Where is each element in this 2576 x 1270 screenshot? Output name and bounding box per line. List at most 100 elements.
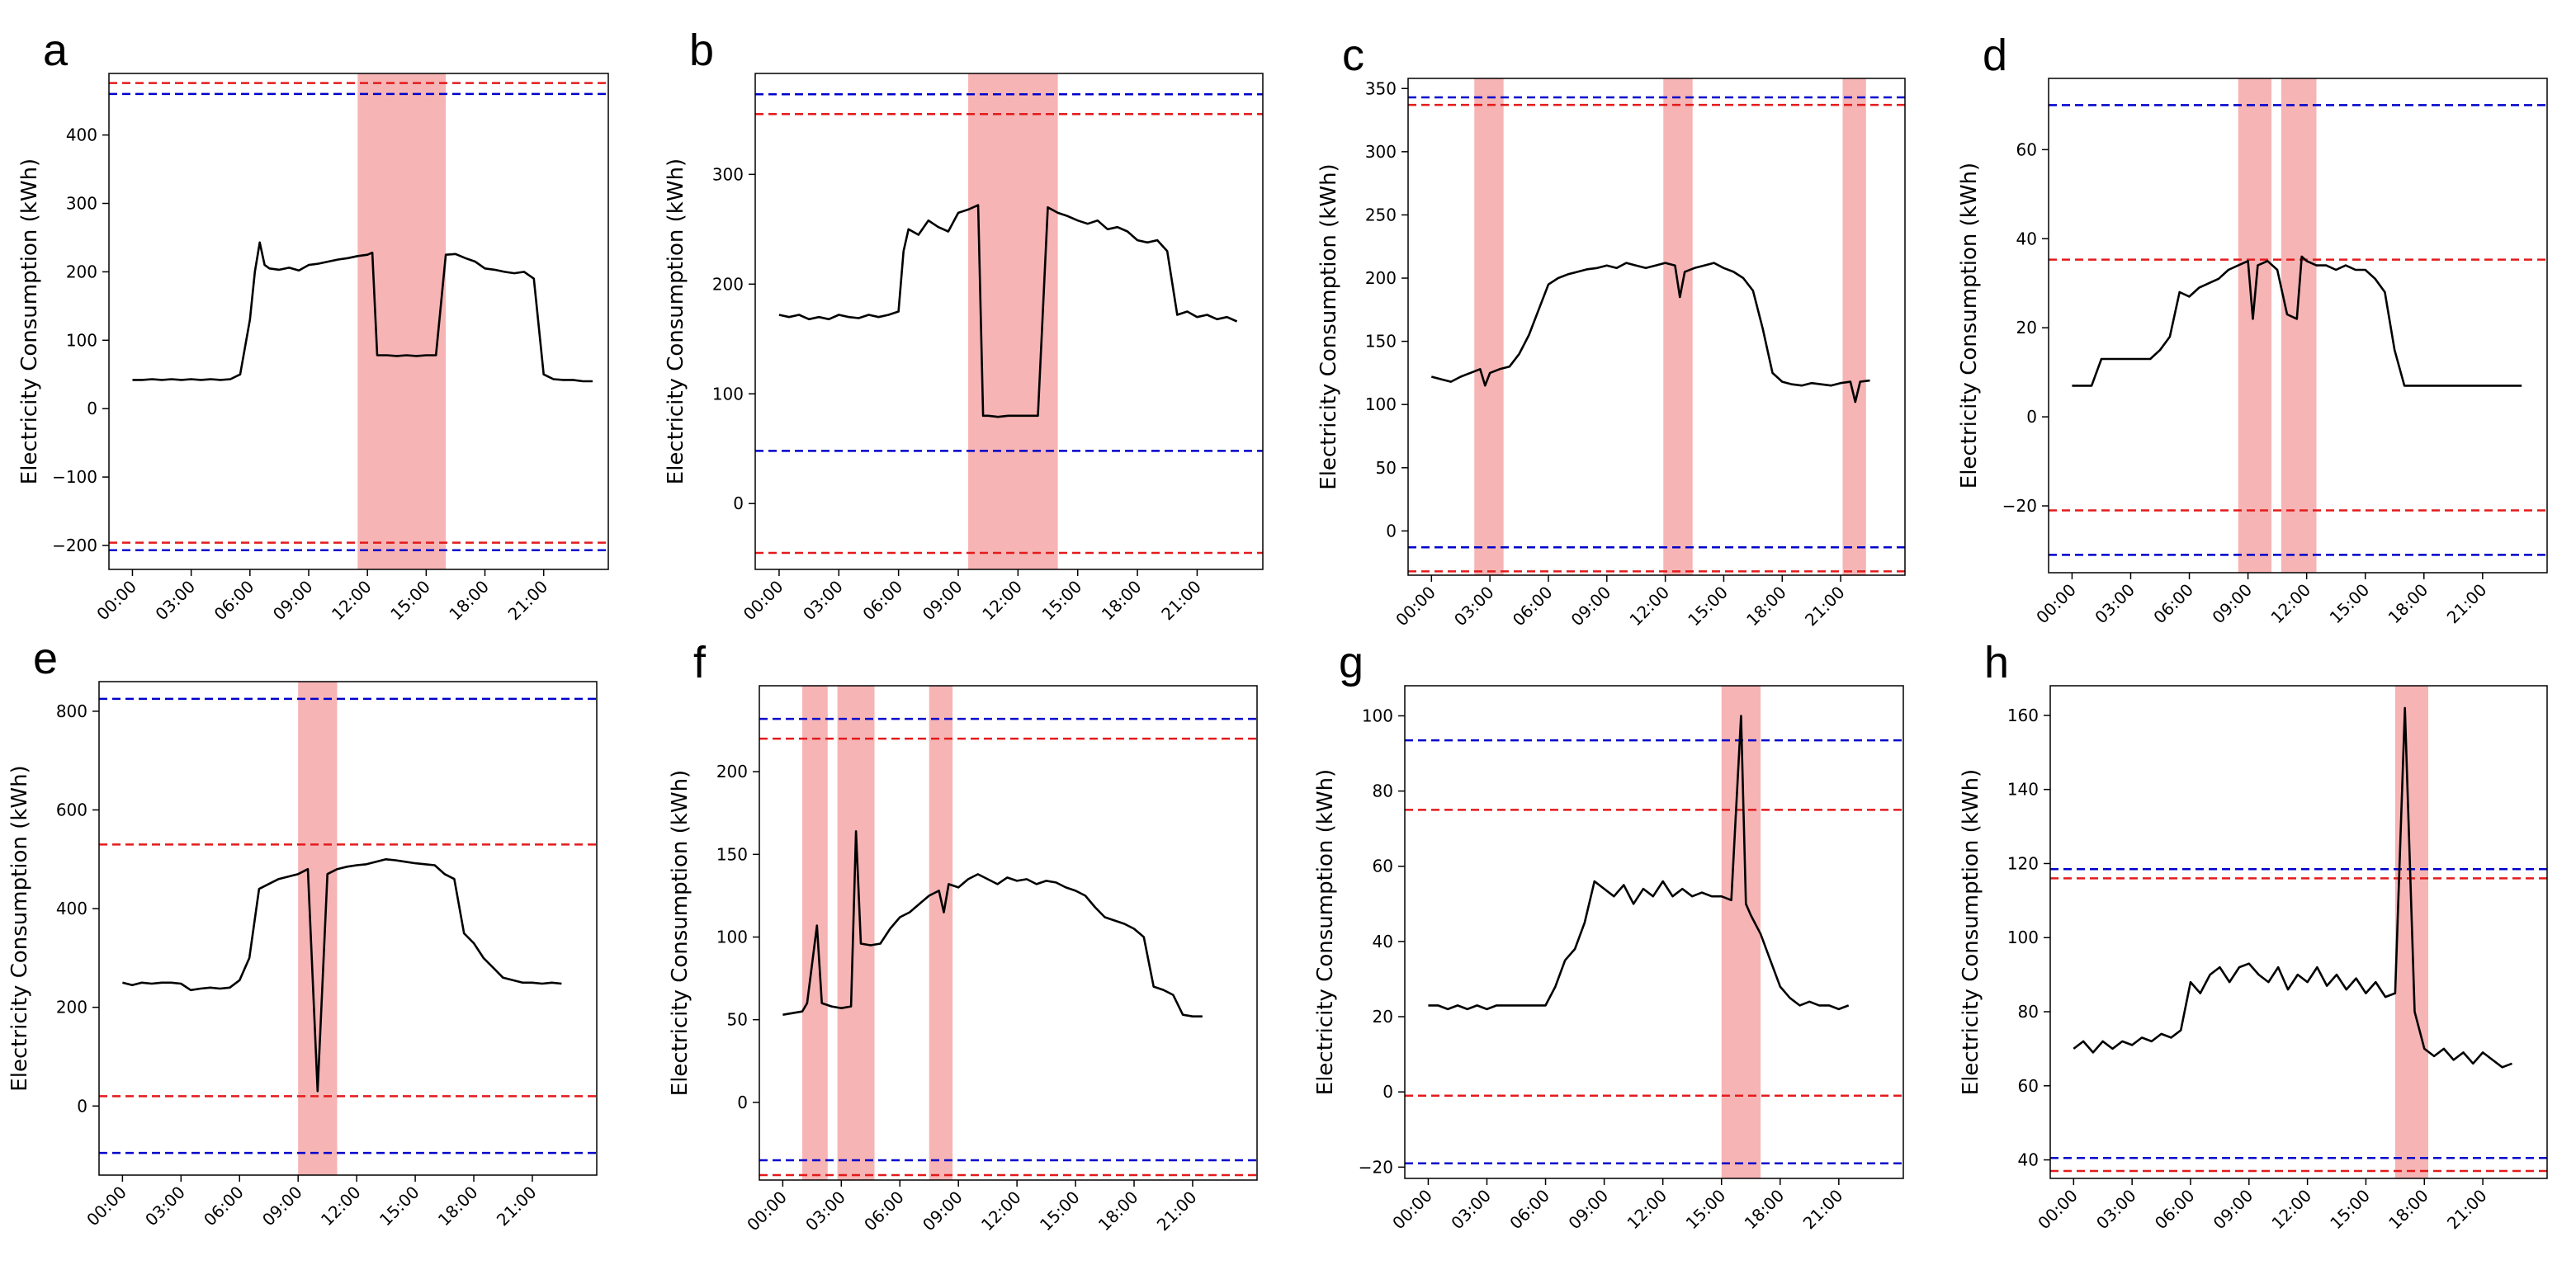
x-tick-label-b: 18:00: [1098, 577, 1146, 625]
series-line-b: [778, 204, 1238, 418]
panel-g: −20 0 20 40 60 80 100 00:00 03:00 06:00 09:00 12:00…: [1313, 638, 1904, 1234]
x-tick-label-b: 12:00: [978, 577, 1026, 625]
plot-frame-h: [2049, 685, 2548, 1179]
x-tick-label-e: 06:00: [200, 1183, 248, 1230]
y-tick-label-f: 50: [727, 1010, 748, 1030]
y-tick-label-d: 40: [2016, 229, 2037, 248]
anomaly-band-c-3: [1842, 78, 1866, 575]
x-tick-label-h: 15:00: [2326, 1186, 2374, 1234]
y-axis-label-f: Electricity Consumption (kWh): [668, 770, 692, 1096]
y-tick-label-c: 50: [1376, 458, 1397, 478]
x-tick-label-a: 00:00: [92, 577, 140, 625]
y-axis-label-h: Electricity Consumption (kWh): [1959, 769, 1983, 1095]
x-tick-label-g: 18:00: [1741, 1186, 1789, 1234]
y-tick-label-h: 80: [2018, 1002, 2039, 1022]
y-tick-label-h: 100: [2007, 928, 2039, 947]
panel-b: 0 100 200 300 00:00 03:00 06:00 09:00 12:00 15:00…: [664, 26, 1264, 625]
y-tick-label-a: −200: [52, 536, 97, 555]
y-axis-label-d: Electricity Consumption (kWh): [1957, 163, 1982, 489]
x-tick-label-d: 15:00: [2326, 580, 2374, 628]
x-tick-label-h: 03:00: [2092, 1186, 2140, 1234]
y-tick-label-c: 100: [1365, 394, 1397, 414]
x-tick-label-h: 12:00: [2267, 1186, 2315, 1234]
x-tick-label-h: 18:00: [2385, 1186, 2432, 1234]
x-tick-label-a: 09:00: [269, 577, 317, 625]
series-line-g: [1428, 715, 1850, 1011]
x-tick-label-d: 06:00: [2149, 580, 2197, 628]
plot-frame-f: [759, 685, 1258, 1181]
x-tick-label-d: 18:00: [2385, 580, 2432, 628]
series-line-c: [1430, 262, 1870, 404]
y-tick-label-g: 40: [1373, 932, 1393, 951]
x-tick-label-b: 09:00: [919, 577, 967, 625]
y-axis-label-g: Electricity Consumption (kWh): [1313, 769, 1338, 1095]
y-tick-label-g: 80: [1373, 781, 1393, 801]
x-tick-label-h: 06:00: [2151, 1186, 2199, 1234]
y-tick-label-a: 300: [66, 194, 97, 214]
plot-frame-b: [754, 73, 1264, 570]
x-tick-label-e: 18:00: [434, 1183, 482, 1230]
series-line-h: [2073, 706, 2512, 1069]
x-tick-label-c: 00:00: [1392, 583, 1439, 630]
y-tick-label-d: 60: [2016, 139, 2037, 159]
y-tick-label-h: 60: [2018, 1076, 2039, 1096]
anomaly-band-e-1: [298, 682, 338, 1175]
x-tick-label-b: 15:00: [1038, 577, 1086, 625]
y-tick-label-g: 0: [1383, 1082, 1393, 1102]
y-tick-label-d: 20: [2016, 318, 2037, 338]
y-tick-label-a: 400: [66, 125, 97, 145]
plot-frame-d: [2048, 78, 2548, 574]
panel-h: 40 60 80 100 120 140 160 00:00 03:00 06:00 09:00 12…: [1959, 638, 2548, 1234]
panel-letter-e: e: [33, 634, 58, 683]
y-tick-label-b: 0: [733, 493, 744, 513]
y-tick-label-c: 300: [1365, 142, 1397, 162]
series-line-f: [782, 830, 1203, 1017]
x-tick-label-e: 21:00: [493, 1183, 541, 1230]
panel-letter-b: b: [689, 26, 714, 75]
x-tick-label-c: 21:00: [1801, 583, 1849, 630]
x-tick-label-g: 03:00: [1447, 1186, 1495, 1234]
x-tick-label-h: 21:00: [2443, 1186, 2491, 1234]
x-tick-label-f: 03:00: [801, 1187, 849, 1235]
x-tick-label-h: 09:00: [2210, 1186, 2257, 1234]
x-tick-label-g: 06:00: [1505, 1186, 1553, 1234]
plot-frame-a: [108, 73, 609, 570]
x-tick-label-f: 15:00: [1036, 1187, 1084, 1235]
y-tick-label-a: −100: [52, 467, 97, 487]
x-tick-label-f: 06:00: [860, 1187, 908, 1235]
x-tick-label-d: 21:00: [2443, 580, 2491, 628]
panel-letter-f: f: [693, 638, 707, 687]
x-tick-label-c: 18:00: [1742, 583, 1790, 630]
y-tick-label-f: 200: [716, 762, 748, 781]
series-line-e: [122, 858, 562, 1093]
series-line-a: [132, 241, 593, 383]
y-tick-label-a: 200: [66, 262, 97, 281]
y-tick-label-b: 100: [712, 384, 744, 404]
anomaly-band-c-2: [1663, 78, 1693, 575]
x-tick-label-b: 06:00: [858, 577, 906, 625]
y-axis-label-e: Electricity Consumption (kWh): [7, 765, 32, 1091]
y-tick-label-h: 140: [2007, 780, 2039, 800]
anomaly-band-g-1: [1721, 686, 1761, 1178]
x-tick-label-b: 21:00: [1157, 577, 1205, 625]
panel-letter-a: a: [43, 26, 69, 75]
panel-c: 0 50 100 150 200 250 300 350 00:00 03:00 06:00 09:0…: [1316, 31, 1906, 630]
y-tick-label-e: 400: [56, 899, 87, 918]
anomaly-band-d-2: [2281, 78, 2317, 573]
x-tick-label-a: 03:00: [151, 577, 199, 625]
anomaly-band-c-1: [1474, 78, 1504, 575]
y-tick-label-g: 60: [1373, 857, 1393, 876]
y-tick-label-a: 0: [87, 399, 97, 418]
plot-frame-g: [1404, 685, 1904, 1179]
y-axis-label-a: Electricity Consumption (kWh): [17, 158, 42, 484]
x-tick-label-e: 15:00: [376, 1183, 423, 1230]
y-tick-label-b: 200: [712, 274, 744, 294]
x-tick-label-g: 15:00: [1682, 1186, 1730, 1234]
anomaly-band-f-3: [929, 686, 953, 1180]
x-tick-label-d: 00:00: [2032, 580, 2080, 628]
y-tick-label-g: 100: [1362, 706, 1393, 725]
y-tick-label-c: 0: [1386, 521, 1397, 541]
panel-letter-c: c: [1342, 31, 1364, 80]
x-tick-label-a: 15:00: [386, 577, 434, 625]
